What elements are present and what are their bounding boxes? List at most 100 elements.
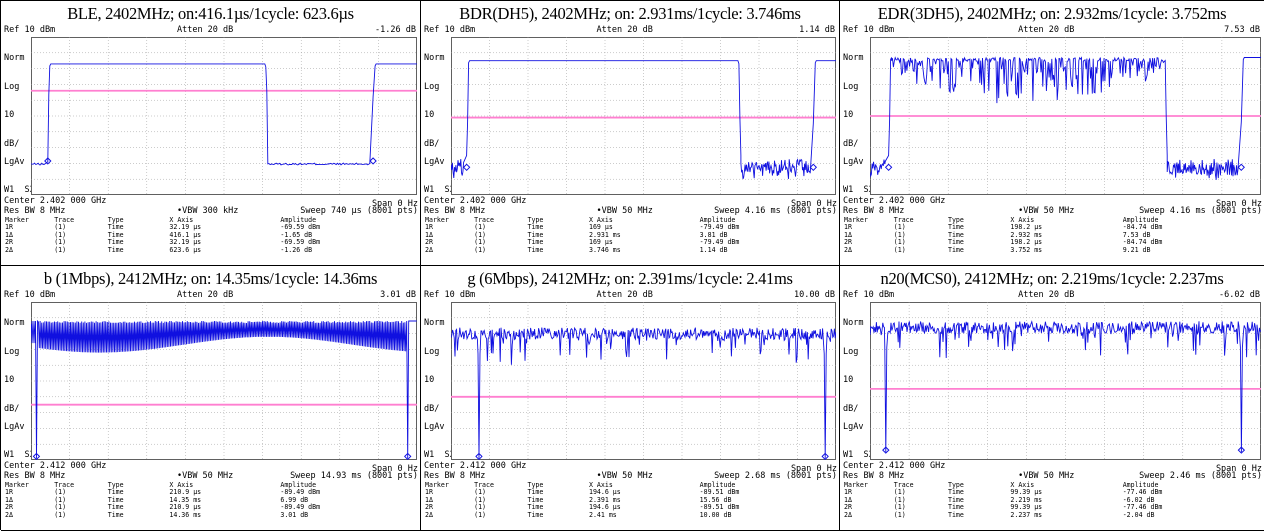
marker-cell: (1): [54, 238, 67, 247]
marker-row: 1R (1) Time 210.9 µs -89.49 dBm: [5, 488, 416, 496]
trace-screen: [31, 37, 417, 195]
marker-cell: 623.6 µs: [169, 245, 202, 254]
marker-cell: 2R: [5, 503, 13, 512]
marker-cell: Time: [527, 503, 544, 512]
marker-cell: Time: [947, 245, 964, 254]
marker-cell: Time: [527, 238, 544, 247]
marker-cell: 1Δ: [5, 230, 13, 239]
marker-cell: Type: [527, 481, 544, 489]
marker-cell: 2R: [844, 238, 852, 247]
analyzer-panel-6: n20(MCS0), 2412MHz; on: 2.219ms/1cycle: …: [840, 266, 1264, 531]
marker-cell: -77.46 dBm: [1122, 488, 1163, 497]
marker-cell: 1R: [425, 223, 433, 232]
marker-cell: 2.41 ms: [588, 510, 617, 519]
marker-cell: Time: [107, 503, 124, 512]
marker-cell: Time: [107, 238, 124, 247]
marker-cell: (1): [474, 510, 487, 519]
panel-caption: BLE, 2402MHz; on:416.1µs/1cycle: 623.6µs: [67, 4, 354, 23]
lgav-label: LgAv: [843, 422, 864, 432]
attenuation: Atten 20 dB: [1018, 25, 1075, 35]
marker-cell: -79.49 dBm: [699, 223, 740, 232]
scale-unit-label: dB/: [424, 403, 440, 414]
attenuation: Atten 20 dB: [1018, 290, 1075, 300]
marker-row: 2R (1) Time 210.9 µs -89.49 dBm: [5, 503, 416, 512]
span-label: Span 0 Hz: [1215, 199, 1262, 209]
marker-row: 1Δ (1) Time 416.1 µs -1.65 dB: [5, 230, 416, 239]
norm-label: Norm: [424, 318, 445, 328]
marker-cell: 32.19 µs: [169, 223, 202, 232]
marker-cell: X Axis: [169, 216, 194, 224]
marker-row: 2Δ (1) Time 2.237 ms -2.04 dB: [844, 510, 1260, 519]
marker-cell: 1R: [844, 488, 852, 497]
marker-cell: Marker: [425, 216, 449, 224]
panel-caption: g (6Mbps), 2412MHz; on: 2.391ms/1cycle: …: [467, 269, 793, 288]
marker-row: 2R (1) Time 198.2 µs -84.74 dBm: [844, 238, 1260, 247]
trace-screen: [451, 302, 836, 460]
marker-cell: Time: [107, 245, 124, 254]
panel-caption: b (1Mbps), 2412MHz; on: 14.35ms/1cycle: …: [43, 269, 378, 288]
marker-cell: (1): [54, 223, 67, 232]
log-label: Log: [843, 81, 859, 92]
trace-line: [870, 320, 1261, 453]
marker-cell: Trace: [54, 216, 75, 224]
marker-cell: (1): [893, 488, 906, 497]
panel-caption: BDR(DH5), 2402MHz; on: 2.931ms/1cycle: 3…: [459, 4, 801, 23]
marker-cell: (1): [474, 495, 487, 504]
marker-cell: -2.04 dB: [1122, 510, 1155, 519]
marker-1r: [884, 163, 893, 172]
trace-screen: [31, 302, 417, 460]
marker-cell: (1): [54, 510, 67, 519]
marker-cell: X Axis: [1010, 481, 1035, 489]
marker-cell: 3.81 dB: [699, 230, 728, 239]
marker-row: 2Δ (1) Time 14.36 ms 3.01 dB: [5, 510, 416, 519]
marker-cell: Time: [947, 510, 964, 519]
marker-cell: 1R: [5, 223, 13, 232]
marker-cell: 1R: [425, 488, 433, 497]
marker-row: 1R (1) Time 198.2 µs -84.74 dBm: [844, 223, 1260, 232]
marker-cell: Marker: [5, 216, 29, 224]
center-frequency: Center 2.402 000 GHz: [424, 196, 527, 206]
marker-row: 1R (1) Time 194.6 µs -89.51 dBm: [425, 488, 835, 497]
marker-cell: 2Δ: [844, 245, 852, 254]
marker-cell: Time: [947, 238, 964, 247]
marker-cell: -79.49 dBm: [699, 238, 740, 247]
marker-cell: 99.39 µs: [1010, 488, 1043, 497]
marker-cell: 169 µs: [588, 238, 613, 247]
marker-cell: Time: [947, 488, 964, 497]
marker-cell: 1Δ: [844, 230, 852, 239]
marker-cell: 2Δ: [844, 510, 852, 519]
marker-cell: Type: [107, 216, 124, 224]
marker-cell: Time: [947, 495, 964, 504]
marker-cell: (1): [54, 503, 67, 512]
marker-cell: (1): [893, 223, 906, 232]
attenuation: Atten 20 dB: [596, 290, 653, 300]
marker-cell: 9.21 dB: [1122, 245, 1151, 254]
lgav-label: LgAv: [843, 157, 864, 167]
scale-legend: Norm Log 10 dB/: [424, 300, 455, 433]
log-label: Log: [4, 81, 20, 92]
marker-row: 2R (1) Time 32.19 µs -69.59 dBm: [5, 238, 416, 247]
marker-cell: 2.219 ms: [1010, 495, 1043, 504]
analyzer-panel-3: EDR(3DH5), 2402MHz; on: 2.932ms/1cycle: …: [840, 1, 1264, 266]
marker-cell: (1): [54, 245, 67, 254]
marker-table-header: Marker Trace Type X Axis Amplitude: [5, 481, 416, 489]
res-bw: Res BW 8 MHz: [424, 471, 486, 481]
center-frequency: Center 2.412 000 GHz: [424, 461, 527, 471]
w1s2-label: W1 S2: [424, 185, 455, 195]
ref-level: Ref 10 dBm: [4, 25, 56, 35]
norm-label: Norm: [843, 53, 864, 63]
span-label: Span 0 Hz: [371, 464, 418, 474]
marker-table-header: Marker Trace Type X Axis Amplitude: [5, 216, 416, 224]
marker-cell: 1Δ: [844, 495, 852, 504]
marker-cell: 2Δ: [425, 510, 433, 519]
w1s2-label: W1 S2: [4, 450, 35, 460]
marker-cell: -1.26 dB: [280, 245, 313, 254]
marker-amplitude: 3.01 dB: [380, 290, 416, 300]
marker-amplitude: -6.02 dB: [1219, 290, 1260, 300]
marker-cell: 3.752 ms: [1010, 245, 1043, 254]
res-bw: Res BW 8 MHz: [843, 206, 905, 216]
marker-cell: 3.746 ms: [588, 245, 621, 254]
res-bw: Res BW 8 MHz: [4, 206, 66, 216]
marker-1r: [475, 452, 483, 460]
